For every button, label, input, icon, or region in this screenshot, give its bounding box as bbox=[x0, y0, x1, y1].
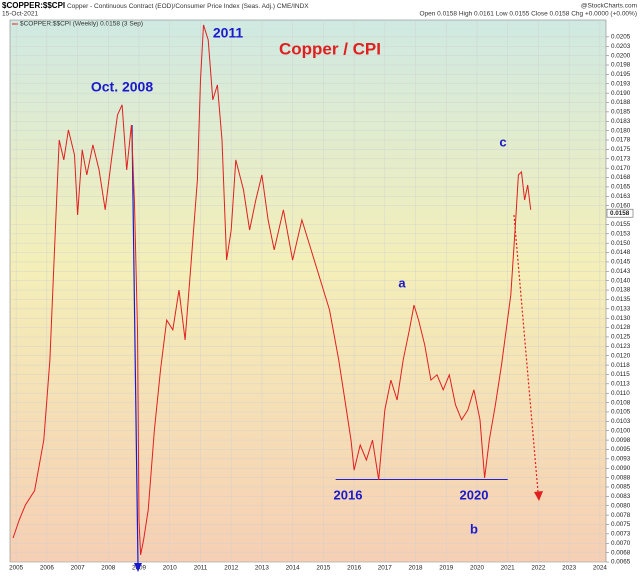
annotation: a bbox=[398, 275, 406, 290]
y-tick-label: 0.0183 bbox=[611, 118, 631, 125]
x-tick-label: 2013 bbox=[255, 565, 270, 572]
y-tick-label: 0.0143 bbox=[611, 268, 631, 275]
last-value-box bbox=[606, 208, 634, 218]
y-tick-label: 0.0083 bbox=[611, 493, 631, 500]
y-tick-label: 0.0095 bbox=[611, 446, 631, 453]
source: @StockCharts.com bbox=[581, 3, 637, 10]
y-tick-label: 0.0135 bbox=[611, 296, 631, 303]
x-tick-label: 2024 bbox=[593, 565, 608, 572]
y-tick-label: 0.0123 bbox=[611, 343, 631, 350]
y-tick-label: 0.0105 bbox=[611, 409, 631, 416]
y-tick-label: 0.0070 bbox=[611, 540, 631, 547]
x-tick-label: 2017 bbox=[378, 565, 393, 572]
y-tick-label: 0.0098 bbox=[611, 437, 631, 444]
y-tick-label: 0.0190 bbox=[611, 90, 631, 97]
annotation: Oct. 2008 bbox=[91, 79, 153, 95]
header-date: 15-Oct-2021 bbox=[2, 11, 39, 18]
annotation: 2016 bbox=[334, 487, 363, 502]
y-tick-label: 0.0130 bbox=[611, 315, 631, 322]
y-tick-label: 0.0103 bbox=[611, 418, 631, 425]
annotation: b bbox=[470, 521, 478, 536]
y-tick-label: 0.0093 bbox=[611, 456, 631, 463]
y-tick-label: 0.0163 bbox=[611, 193, 631, 200]
y-tick-label: 0.0140 bbox=[611, 277, 631, 284]
y-tick-label: 0.0170 bbox=[611, 165, 631, 172]
y-tick-label: 0.0100 bbox=[611, 427, 631, 434]
y-tick-label: 0.0075 bbox=[611, 521, 631, 528]
y-tick-label: 0.0088 bbox=[611, 474, 631, 481]
y-tick-label: 0.0193 bbox=[611, 80, 631, 87]
y-tick-label: 0.0178 bbox=[611, 137, 631, 144]
y-tick-label: 0.0188 bbox=[611, 99, 631, 106]
y-tick-label: 0.0198 bbox=[611, 62, 631, 69]
plot-area bbox=[9, 19, 607, 563]
y-tick-label: 0.0148 bbox=[611, 249, 631, 256]
x-tick-label: 2006 bbox=[40, 565, 55, 572]
y-tick-label: 0.0125 bbox=[611, 334, 631, 341]
x-tick-label: 2007 bbox=[71, 565, 86, 572]
y-tick-label: 0.0150 bbox=[611, 240, 631, 247]
forecast-arrowhead bbox=[534, 491, 543, 501]
y-tick-label: 0.0128 bbox=[611, 324, 631, 331]
y-tick-label: 0.0068 bbox=[611, 549, 631, 556]
crash-arrowhead bbox=[134, 563, 142, 572]
price-line bbox=[12, 24, 532, 555]
y-tick-label: 0.0165 bbox=[611, 184, 631, 191]
y-tick-label: 0.0065 bbox=[611, 559, 631, 566]
y-tick-label: 0.0145 bbox=[611, 259, 631, 266]
x-tick-label: 2005 bbox=[9, 565, 24, 572]
annotation: 2020 bbox=[460, 487, 489, 502]
y-tick-label: 0.0180 bbox=[611, 127, 631, 134]
annotation: Copper / CPI bbox=[279, 39, 381, 58]
y-tick-label: 0.0113 bbox=[611, 381, 630, 388]
y-tick-label: 0.0080 bbox=[611, 502, 631, 509]
x-tick-label: 2022 bbox=[531, 565, 546, 572]
x-tick-label: 2010 bbox=[163, 565, 178, 572]
crash-arrow bbox=[131, 124, 139, 567]
quote: Open 0.0158 High 0.0161 Low 0.0155 Close… bbox=[419, 11, 637, 18]
header-left: $COPPER:$$CPI Copper - Continuous Contra… bbox=[2, 1, 309, 10]
y-tick-label: 0.0138 bbox=[611, 287, 631, 294]
last-value-label: 0.0158 bbox=[610, 210, 630, 217]
y-tick-label: 0.0108 bbox=[611, 399, 631, 406]
y-tick-label: 0.0085 bbox=[611, 484, 631, 491]
y-tick-label: 0.0205 bbox=[611, 34, 631, 41]
x-tick-label: 2016 bbox=[347, 565, 362, 572]
x-tick-label: 2021 bbox=[501, 565, 516, 572]
y-tick-label: 0.0153 bbox=[611, 230, 631, 237]
y-tick-label: 0.0168 bbox=[611, 174, 631, 181]
y-tick-label: 0.0155 bbox=[611, 221, 631, 228]
y-tick-label: 0.0120 bbox=[611, 352, 631, 359]
y-tick-label: 0.0195 bbox=[611, 71, 631, 78]
y-tick-label: 0.0203 bbox=[611, 43, 631, 50]
y-tick-label: 0.0175 bbox=[611, 146, 631, 153]
y-tick-label: 0.0160 bbox=[611, 202, 631, 209]
x-tick-label: 2014 bbox=[286, 565, 301, 572]
x-tick-label: 2011 bbox=[194, 565, 208, 572]
y-tick-label: 0.0133 bbox=[611, 305, 631, 312]
y-tick-label: 0.0118 bbox=[611, 362, 630, 369]
legend: $COPPER:$$CPI (Weekly) 0.0158 (3 Sep) bbox=[20, 21, 143, 28]
y-tick-label: 0.0073 bbox=[611, 531, 631, 538]
x-tick-label: 2008 bbox=[101, 565, 116, 572]
x-tick-label: 2019 bbox=[439, 565, 454, 572]
x-tick-label: 2020 bbox=[470, 565, 485, 572]
x-tick-label: 2018 bbox=[409, 565, 424, 572]
y-tick-label: 0.0078 bbox=[611, 512, 631, 519]
annotation: c bbox=[499, 134, 506, 149]
x-tick-label: 2015 bbox=[316, 565, 331, 572]
y-tick-label: 0.0200 bbox=[611, 52, 631, 59]
y-tick-label: 0.0090 bbox=[611, 465, 631, 472]
x-tick-label: 2023 bbox=[562, 565, 577, 572]
annotation: 2011 bbox=[213, 25, 244, 41]
y-tick-label: 0.0115 bbox=[611, 371, 630, 378]
y-tick-label: 0.0185 bbox=[611, 109, 631, 116]
x-tick-label: 2012 bbox=[224, 565, 239, 572]
y-tick-label: 0.0173 bbox=[611, 155, 631, 162]
y-tick-label: 0.0110 bbox=[611, 390, 630, 397]
